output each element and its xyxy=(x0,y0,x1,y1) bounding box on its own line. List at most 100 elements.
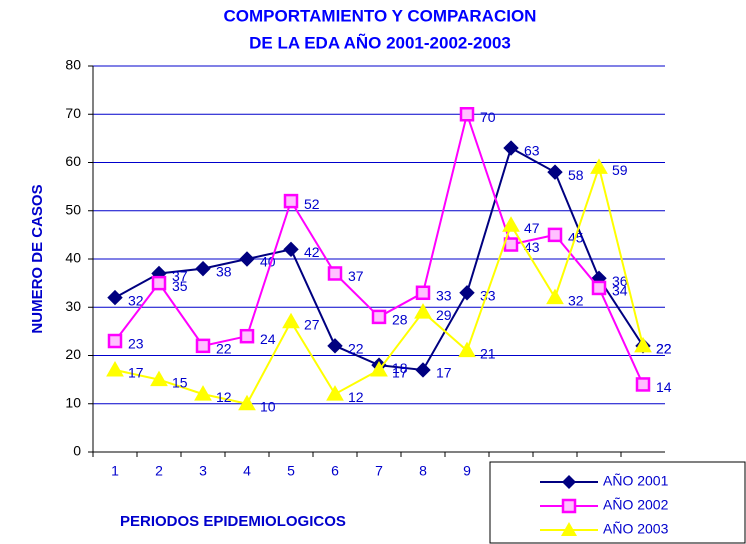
data-label: 18 xyxy=(392,360,408,376)
x-tick-label: 4 xyxy=(243,463,251,479)
marker xyxy=(194,385,212,401)
marker xyxy=(591,280,607,296)
marker xyxy=(634,336,652,353)
legend-label: AÑO 2002 xyxy=(603,497,669,513)
data-label: 32 xyxy=(128,292,144,308)
data-label: 29 xyxy=(436,307,452,323)
marker xyxy=(195,338,211,354)
marker xyxy=(546,288,564,305)
marker xyxy=(150,370,168,387)
data-label: 42 xyxy=(304,244,320,260)
data-label: 63 xyxy=(524,143,540,159)
legend: AÑO 2001 AÑO 2002 AÑO 2003 xyxy=(489,461,746,544)
marker xyxy=(370,360,388,377)
x-tick-label: 1 xyxy=(111,463,119,479)
marker xyxy=(547,164,563,180)
data-label: 22 xyxy=(656,341,672,357)
x-tick-label: 5 xyxy=(287,463,295,479)
marker xyxy=(282,312,300,329)
marker xyxy=(107,289,123,306)
data-label: 52 xyxy=(304,196,320,212)
marker xyxy=(326,385,344,401)
marker xyxy=(459,107,475,122)
data-label: 17 xyxy=(392,365,408,381)
data-label: 34 xyxy=(612,283,628,299)
marker xyxy=(371,309,387,325)
marker xyxy=(107,333,123,349)
marker xyxy=(503,237,519,252)
y-tick-label: 10 xyxy=(65,394,81,410)
legend-marker xyxy=(561,522,577,536)
data-label: 24 xyxy=(260,331,276,347)
data-label: 23 xyxy=(128,336,144,352)
data-label: 58 xyxy=(568,167,584,183)
x-tick-label: 9 xyxy=(463,463,471,479)
y-tick-label: 80 xyxy=(65,57,81,73)
data-label: 70 xyxy=(480,109,496,125)
data-label: 22 xyxy=(348,341,364,357)
y-tick-label: 20 xyxy=(65,346,81,362)
y-axis-label: NUMERO DE CASOS xyxy=(29,184,46,333)
data-label: 33 xyxy=(436,287,452,303)
y-tick-label: 50 xyxy=(65,201,81,217)
data-label: 15 xyxy=(172,374,188,390)
data-label: 43 xyxy=(524,239,540,255)
marker xyxy=(106,360,124,377)
data-label: 21 xyxy=(480,345,496,361)
x-tick-label: 6 xyxy=(331,463,339,479)
data-label: 14 xyxy=(656,379,672,395)
marker xyxy=(503,140,519,156)
x-tick-label: 7 xyxy=(375,463,383,479)
marker xyxy=(414,303,432,319)
data-label: 36 xyxy=(612,273,628,289)
marker xyxy=(327,266,343,281)
legend-marker xyxy=(562,475,576,489)
y-tick-label: 0 xyxy=(73,443,81,459)
data-label: 12 xyxy=(348,389,364,405)
legend-label: AÑO 2001 xyxy=(603,473,669,489)
x-axis-label: PERIODOS EPIDEMIOLOGICOS xyxy=(120,513,346,530)
data-label: 10 xyxy=(260,398,276,414)
marker xyxy=(195,260,211,277)
y-tick-label: 60 xyxy=(65,153,81,169)
data-label: 22 xyxy=(216,341,232,357)
marker xyxy=(547,227,563,243)
data-label: 35 xyxy=(172,278,188,294)
marker xyxy=(415,285,431,301)
data-label: 22 xyxy=(656,341,672,357)
marker xyxy=(458,341,476,358)
data-label: 17 xyxy=(128,365,144,381)
data-label: 12 xyxy=(216,389,232,405)
marker xyxy=(283,193,299,209)
data-label: 37 xyxy=(172,268,188,284)
legend-marker xyxy=(562,475,576,489)
data-label: 38 xyxy=(216,263,232,279)
legend-box xyxy=(489,461,746,544)
legend-marker xyxy=(561,498,577,514)
data-label: 17 xyxy=(436,365,452,381)
series-line xyxy=(114,110,644,385)
marker xyxy=(327,338,343,354)
chart-title: DE LA EDA AÑO 2001-2002-2003 xyxy=(249,32,511,52)
data-label: 32 xyxy=(568,292,584,308)
marker xyxy=(283,241,299,258)
data-label: 37 xyxy=(348,268,364,284)
marker xyxy=(238,394,256,411)
marker xyxy=(151,275,167,291)
marker xyxy=(239,328,255,344)
y-tick-label: 30 xyxy=(65,298,81,314)
marker xyxy=(459,285,475,301)
marker xyxy=(502,216,520,232)
legend-marker xyxy=(561,498,577,514)
data-label: 27 xyxy=(304,316,320,332)
marker xyxy=(590,158,608,174)
y-tick-label: 40 xyxy=(65,250,81,266)
x-tick-label: 3 xyxy=(199,463,207,479)
legend-label: AÑO 2003 xyxy=(603,521,669,537)
data-label: 28 xyxy=(392,312,408,328)
y-tick-label: 70 xyxy=(65,105,81,121)
marker xyxy=(635,377,651,392)
x-tick-label: 2 xyxy=(155,463,163,479)
